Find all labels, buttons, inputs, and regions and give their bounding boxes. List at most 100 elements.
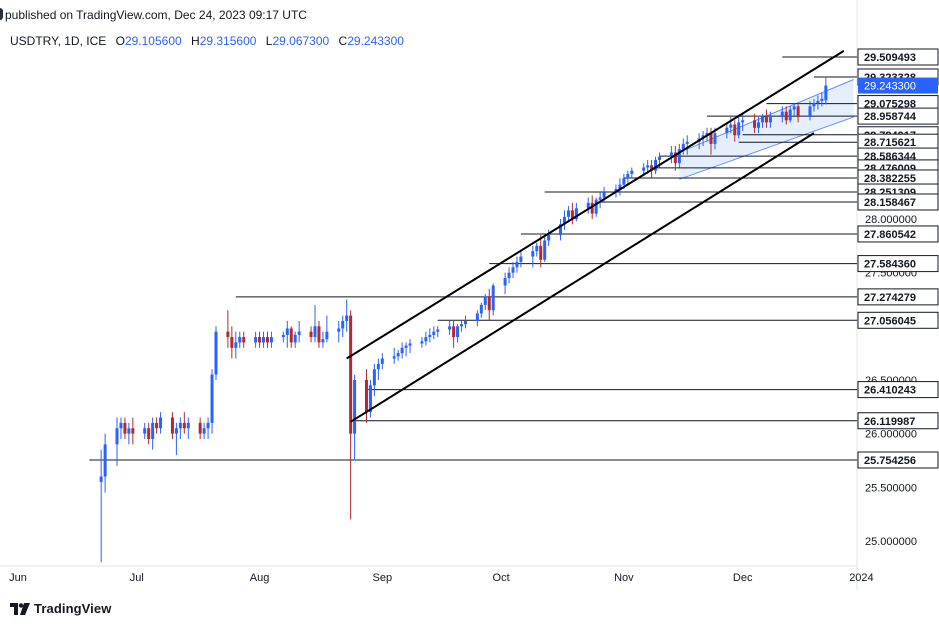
channel-upper-trendline[interactable]	[346, 50, 845, 360]
candle-body	[491, 285, 495, 311]
price-level-box	[857, 225, 939, 243]
candle-body	[368, 385, 372, 413]
candle-body	[317, 326, 321, 343]
x-tick-label: Jun	[9, 572, 27, 584]
candle-body	[147, 428, 151, 439]
publish-header: published on TradingView.com, Dec 24, 20…	[0, 0, 939, 28]
y-tick-label: 25.500000	[865, 482, 917, 494]
candle-body	[677, 149, 681, 164]
price-level-label[interactable]: 28.158467	[857, 193, 939, 211]
price-level-text: 29.075298	[864, 99, 916, 111]
price-level-text: 25.754256	[864, 455, 916, 467]
candle-body	[650, 165, 654, 171]
candle-body	[562, 216, 566, 225]
candle-body	[174, 428, 178, 434]
candle-body	[297, 331, 301, 335]
price-level-label[interactable]: 28.958744	[857, 107, 939, 125]
price-level-label[interactable]: 27.056045	[857, 311, 939, 329]
channel-lower-trendline[interactable]	[350, 132, 815, 423]
price-level-label[interactable]: 27.584360	[857, 255, 939, 273]
price-level-box	[857, 451, 939, 469]
candle-body	[289, 328, 293, 343]
y-tick-label: 25.000000	[865, 536, 917, 548]
publish-info: published on TradingView.com, Dec 24, 20…	[5, 8, 307, 22]
candle-body	[258, 337, 262, 343]
current-price-label[interactable]: 29.243300	[858, 77, 938, 94]
candle-body	[321, 339, 325, 343]
candle-body	[816, 100, 820, 104]
price-level-label[interactable]: 26.410243	[857, 381, 939, 399]
x-tick-label: Jul	[130, 572, 144, 584]
candle-body	[206, 422, 210, 429]
candle-body	[784, 111, 788, 121]
candle-body	[376, 363, 380, 370]
open-label: O	[115, 34, 125, 48]
candle-body	[364, 379, 368, 413]
current-price-box	[858, 77, 938, 94]
candle-body	[709, 133, 713, 144]
candle-body	[127, 428, 131, 434]
candle-body	[559, 224, 563, 236]
candle-body	[115, 428, 119, 445]
low-label: L	[265, 34, 273, 48]
candle-body	[380, 358, 384, 364]
symbol-name: USDTRY, 1D, ICE	[10, 34, 107, 48]
candle-body	[420, 341, 424, 344]
price-level-text: 26.119987	[864, 416, 915, 428]
close-value: 29.243300	[347, 34, 404, 48]
x-tick-label: Oct	[493, 572, 510, 584]
candle-body	[202, 428, 206, 434]
candle-body	[729, 124, 733, 128]
candle-body	[178, 422, 182, 429]
candle-body	[788, 109, 792, 121]
candle-body	[341, 320, 345, 329]
price-level-text: 26.410243	[864, 385, 916, 397]
candle-body	[543, 240, 547, 260]
symbol-legend[interactable]: USDTRY, 1D, ICE O29.105600 H29.315600 L2…	[10, 34, 410, 48]
candle-body	[230, 337, 234, 348]
tradingview-logo-icon	[10, 602, 30, 615]
candle-body	[507, 272, 511, 279]
candle-body	[760, 117, 764, 123]
candle-body	[479, 304, 483, 314]
price-level-text: 28.715621	[864, 137, 916, 149]
small-channel-lower-line[interactable]	[679, 116, 854, 180]
price-level-label[interactable]: 28.382255	[857, 169, 939, 187]
candle-body	[642, 167, 646, 171]
price-level-label[interactable]: 27.860542	[857, 225, 939, 243]
candle-body	[741, 120, 745, 123]
candle-body	[590, 202, 594, 214]
candle-body	[539, 245, 543, 260]
candle-body	[757, 122, 761, 128]
candle-body	[198, 422, 202, 434]
candle-body	[547, 235, 551, 241]
tradingview-footer[interactable]: TradingView	[10, 600, 111, 616]
candle-body	[519, 256, 523, 262]
candle-body	[309, 331, 313, 338]
candle-body	[234, 342, 238, 348]
candle-body	[396, 353, 400, 357]
publisher-avatar-icon	[0, 8, 3, 20]
price-level-box	[857, 48, 939, 66]
candle-body	[685, 141, 689, 144]
price-level-text: 27.860542	[864, 229, 916, 241]
price-level-text: 28.158467	[864, 197, 916, 209]
candle-body	[594, 199, 598, 214]
price-level-box	[857, 107, 939, 125]
candle-body	[792, 106, 796, 110]
price-level-box	[857, 193, 939, 211]
price-level-label[interactable]: 29.509493	[857, 48, 939, 66]
candle-body	[824, 85, 828, 101]
price-level-label[interactable]: 25.754256	[857, 451, 939, 469]
candle-body	[210, 374, 214, 423]
price-level-label[interactable]: 26.119987	[857, 412, 939, 430]
candle-body	[725, 127, 729, 134]
candle-body	[242, 337, 246, 343]
price-level-box	[857, 255, 939, 273]
candle-body	[432, 331, 436, 335]
low-value: 29.067300	[272, 34, 330, 48]
candle-body	[511, 267, 515, 273]
price-level-label[interactable]: 27.274279	[857, 288, 939, 306]
candle-body	[313, 326, 317, 338]
price-level-box	[857, 412, 939, 430]
